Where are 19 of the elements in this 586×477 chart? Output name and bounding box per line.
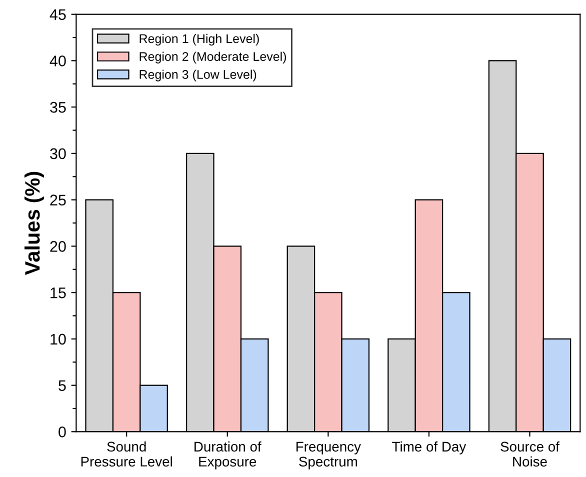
y-tick-label: 30 xyxy=(50,148,66,160)
y-tick-label: 20 xyxy=(50,241,66,252)
legend-label: Region 3 (Low Level) xyxy=(140,70,256,82)
x-tick-label: Frequency Spectrum xyxy=(296,442,361,470)
y-tick-label: 5 xyxy=(58,380,66,391)
y-axis-title: Values (%) xyxy=(24,172,44,275)
y-tick-label: 45 xyxy=(50,9,66,20)
y-tick-label: 15 xyxy=(50,288,66,298)
y-tick-label: 35 xyxy=(50,102,66,113)
legend-label: Region 2 (Moderate Level) xyxy=(140,52,286,64)
y-tick-label: 0 xyxy=(58,426,66,438)
y-tick-label: 10 xyxy=(50,334,66,345)
x-tick-label: Sound Pressure Level xyxy=(81,441,172,467)
legend-label: Region 1 (High Level) xyxy=(140,34,259,46)
y-tick-label: 40 xyxy=(50,56,66,66)
y-tick-label: 25 xyxy=(50,194,66,206)
x-tick-label: Duration of Exposure xyxy=(194,441,262,470)
x-tick-label: Source of Noise xyxy=(500,441,560,467)
x-tick-label: Time of Day xyxy=(392,441,466,454)
